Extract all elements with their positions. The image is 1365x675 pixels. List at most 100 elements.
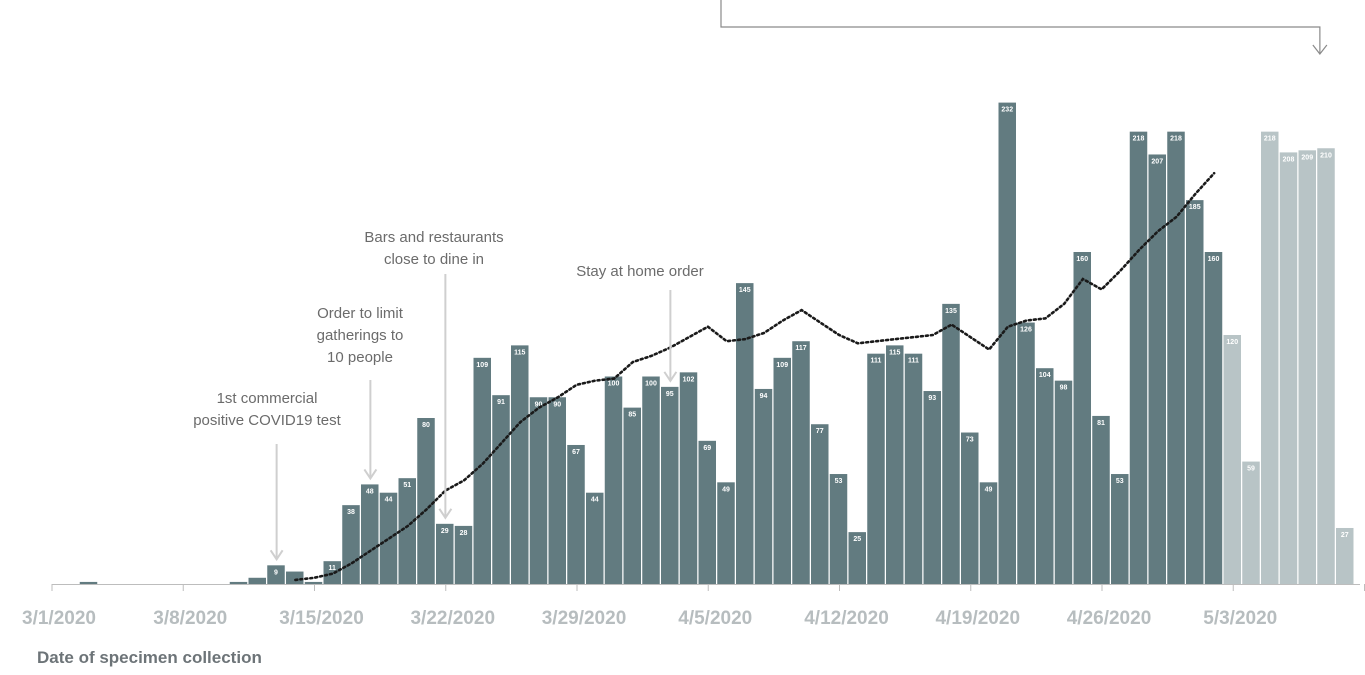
bar-value-label: 109: [476, 362, 488, 369]
callout-arrow-head: [1312, 44, 1328, 55]
annotation-arrow-head: [363, 468, 378, 481]
bar-value-label: 29: [441, 528, 449, 535]
bar-value-label: 117: [795, 345, 806, 352]
bar-confirmed: [1204, 252, 1223, 584]
bar-value-label: 126: [1020, 327, 1032, 334]
bar-confirmed: [79, 581, 98, 584]
bar-confirmed: [1148, 154, 1166, 584]
bar-confirmed: [679, 372, 698, 584]
bar-value-label: 218: [1133, 136, 1145, 143]
bar-value-label: 111: [908, 358, 919, 365]
bar-value-label: 210: [1320, 152, 1332, 159]
x-tick-label: 4/19/2020: [935, 608, 1020, 629]
annotation-text: gatherings to: [317, 327, 404, 344]
bar-confirmed: [548, 397, 566, 584]
bar-value-label: 90: [553, 401, 561, 408]
bar-confirmed: [586, 492, 604, 584]
annotation-text: Bars and restaurants: [364, 229, 503, 246]
bar-confirmed: [904, 353, 923, 584]
bar-confirmed: [529, 397, 548, 584]
bar-confirmed: [1036, 368, 1054, 584]
x-tick-label: 4/26/2020: [1067, 608, 1152, 629]
bar-value-label: 69: [703, 445, 711, 452]
x-tick-label: 3/22/2020: [410, 608, 495, 629]
bar-confirmed: [1167, 131, 1185, 584]
annotation-arrow-head: [663, 371, 678, 383]
bar-value-label: 85: [628, 412, 636, 419]
annotation-text: close to dine in: [384, 251, 484, 268]
bar-value-label: 208: [1283, 156, 1295, 163]
x-tick-label: 5/3/2020: [1203, 608, 1277, 629]
bar-value-label: 25: [853, 536, 861, 543]
bar-value-label: 209: [1301, 154, 1313, 161]
bar-value-label: 9: [274, 569, 278, 576]
bar-value-label: 53: [1116, 478, 1124, 485]
moving-average-layer: [294, 171, 1216, 582]
x-tick-label: 3/8/2020: [153, 608, 227, 629]
callout-bracket-line: [720, 0, 1321, 54]
bar-value-label: 53: [835, 478, 843, 485]
bar-pending: [1261, 131, 1279, 584]
bar-confirmed: [604, 376, 623, 584]
bar-value-label: 59: [1247, 466, 1255, 473]
bar-value-label: 49: [722, 486, 730, 493]
bar-confirmed: [942, 303, 960, 584]
bar-confirmed: [1017, 322, 1035, 584]
annotation-arrow-head: [269, 549, 284, 562]
bar-value-label: 104: [1039, 372, 1051, 379]
annotation-text: 1st commercial: [217, 390, 318, 407]
bar-value-label: 44: [591, 497, 599, 504]
bar-confirmed: [848, 532, 866, 584]
bar-confirmed: [1054, 380, 1073, 584]
bar-value-label: 232: [1001, 107, 1013, 114]
bar-confirmed: [736, 283, 754, 584]
bar-confirmed: [454, 525, 473, 584]
bar-confirmed: [229, 581, 248, 584]
bar-confirmed: [567, 444, 585, 584]
bar-confirmed: [717, 482, 735, 584]
bar-pending: [1317, 148, 1335, 584]
bar-value-label: 218: [1170, 136, 1182, 143]
bar-value-label: 90: [535, 401, 543, 408]
bar-value-label: 160: [1076, 256, 1088, 263]
x-tick-label: 4/5/2020: [678, 608, 752, 629]
annotation-arrow-head: [438, 508, 453, 520]
bar-value-label: 48: [366, 488, 374, 495]
bar-confirmed: [792, 341, 810, 584]
annotation-text: 10 people: [327, 349, 393, 366]
bar-confirmed: [623, 407, 641, 584]
bar-confirmed: [361, 484, 379, 584]
bar-confirmed: [1186, 200, 1204, 584]
bar-value-label: 27: [1341, 532, 1349, 539]
bar-confirmed: [773, 357, 791, 584]
bar-confirmed: [323, 561, 341, 584]
annotation-text: Stay at home order: [576, 263, 704, 280]
callout-layer: [720, 0, 1328, 55]
bar-value-label: 109: [776, 362, 788, 369]
bar-value-label: 95: [666, 391, 674, 398]
bar-confirmed: [398, 478, 416, 584]
bar-confirmed: [473, 357, 491, 584]
bar-confirmed: [923, 391, 941, 584]
bar-confirmed: [1073, 252, 1091, 584]
bar-value-label: 81: [1097, 420, 1105, 427]
bar-confirmed: [754, 388, 773, 584]
bars-layer: 9 11 38 48 44 51 80 29 28 109 91 115 90 90 67 44 100 85 10…: [79, 102, 1354, 584]
x-tick-label: 3/29/2020: [542, 608, 627, 629]
bar-confirmed: [867, 353, 885, 584]
bar-value-label: 93: [928, 395, 936, 402]
bar-value-label: 160: [1208, 256, 1220, 263]
bar-value-label: 102: [683, 376, 695, 383]
bar-value-label: 135: [945, 308, 957, 315]
bar-confirmed: [248, 577, 266, 584]
annotation-text: positive COVID19 test: [193, 412, 341, 429]
bar-confirmed: [1129, 131, 1148, 584]
bar-confirmed: [436, 523, 454, 584]
bar-value-label: 218: [1264, 136, 1276, 143]
bar-value-label: 11: [329, 565, 337, 572]
bar-value-label: 111: [871, 358, 882, 365]
bar-value-label: 73: [966, 437, 974, 444]
bar-value-label: 115: [889, 349, 900, 356]
bar-value-label: 28: [460, 530, 468, 537]
